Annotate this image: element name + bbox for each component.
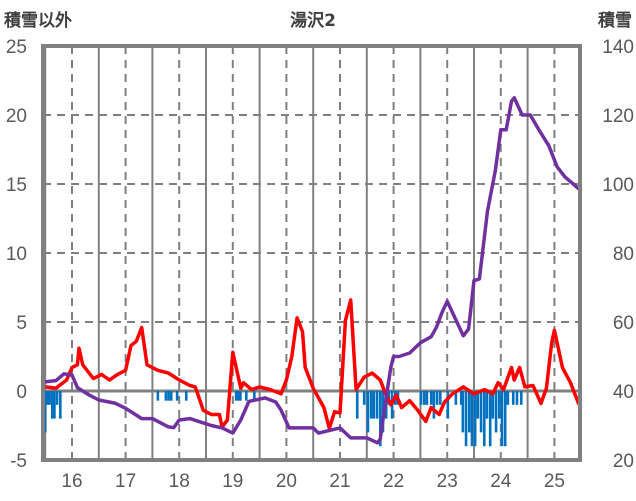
bar xyxy=(53,391,56,419)
y-right-tick-label: 60 xyxy=(613,313,634,334)
bar xyxy=(362,391,366,405)
bar xyxy=(55,391,59,405)
bar xyxy=(476,391,480,419)
bar xyxy=(422,391,426,405)
bar xyxy=(432,391,436,419)
bar xyxy=(464,391,468,447)
x-tick-label: 16 xyxy=(61,471,82,492)
bar xyxy=(446,391,450,419)
y-left-tick-label: 15 xyxy=(6,175,27,196)
y-right-tick-label: 40 xyxy=(613,382,634,403)
y-right-tick-label: 140 xyxy=(602,37,634,58)
bar xyxy=(372,391,376,419)
bar xyxy=(482,391,486,447)
bar xyxy=(488,391,492,447)
bar xyxy=(355,391,359,419)
bar xyxy=(167,391,170,401)
bar xyxy=(169,391,173,401)
y-left-tick-label: 5 xyxy=(16,313,27,334)
bar xyxy=(375,391,379,419)
bar xyxy=(479,391,483,433)
bar xyxy=(491,391,495,419)
bar xyxy=(454,391,458,405)
bar xyxy=(494,391,498,433)
bar xyxy=(253,391,256,401)
y-right-tick-label: 100 xyxy=(602,175,634,196)
bar xyxy=(245,391,248,401)
bar xyxy=(467,391,471,433)
x-tick-label: 23 xyxy=(437,471,458,492)
plot-frame xyxy=(41,44,582,462)
y-left-tick-label: 0 xyxy=(16,382,27,403)
left-axis-label: 積雪以外 xyxy=(4,10,72,31)
bar xyxy=(46,391,49,405)
bar xyxy=(366,391,370,433)
bar xyxy=(461,391,465,433)
bar xyxy=(50,391,54,419)
x-tick-label: 21 xyxy=(329,471,350,492)
bar xyxy=(515,391,519,405)
bar xyxy=(369,391,373,419)
y-right-tick-label: 20 xyxy=(613,451,634,472)
bar xyxy=(511,391,515,405)
bar xyxy=(419,391,423,405)
bar xyxy=(519,391,523,405)
bar xyxy=(156,391,160,401)
chart-title: 湯沢2 xyxy=(290,10,336,31)
bar xyxy=(44,391,47,433)
y-left-tick-label: 25 xyxy=(6,37,27,58)
bar xyxy=(425,391,429,405)
x-tick-label: 24 xyxy=(490,471,512,492)
bar xyxy=(500,391,504,447)
y-left-tick-label: 10 xyxy=(6,244,27,265)
right-axis-label: 積雪 xyxy=(598,10,632,31)
bar xyxy=(473,391,477,447)
x-tick-label: 20 xyxy=(276,471,297,492)
x-tick-label: 19 xyxy=(222,471,243,492)
bar xyxy=(435,391,439,405)
bar xyxy=(48,391,51,405)
bar xyxy=(164,391,168,401)
y-right-tick-label: 120 xyxy=(602,106,634,127)
bar xyxy=(379,391,382,447)
bar xyxy=(497,391,501,419)
bar xyxy=(239,391,242,401)
y-left-tick-label: -5 xyxy=(10,451,27,472)
x-tick-label: 25 xyxy=(544,471,565,492)
y-right-tick-label: 80 xyxy=(613,244,634,265)
red-line xyxy=(44,298,583,431)
x-tick-label: 17 xyxy=(115,471,136,492)
x-tick-label: 22 xyxy=(383,471,404,492)
bar xyxy=(506,391,510,405)
bar xyxy=(175,391,179,401)
bar xyxy=(470,391,474,447)
line-series xyxy=(43,96,583,445)
bar xyxy=(236,391,240,401)
bar xyxy=(503,391,507,447)
bar xyxy=(429,391,433,405)
bar xyxy=(234,391,238,401)
bar xyxy=(485,391,489,419)
y-left-tick-label: 20 xyxy=(6,106,27,127)
tick-labels: 16 17 18 19 20 21 22 23 24 25 25 20 15 10 5 0 -5 140 120 10… xyxy=(6,37,634,492)
bar xyxy=(59,391,62,419)
x-tick-label: 18 xyxy=(169,471,190,492)
purple-line xyxy=(43,96,583,445)
bar xyxy=(439,391,442,405)
bar xyxy=(184,391,188,401)
bar xyxy=(459,391,463,405)
